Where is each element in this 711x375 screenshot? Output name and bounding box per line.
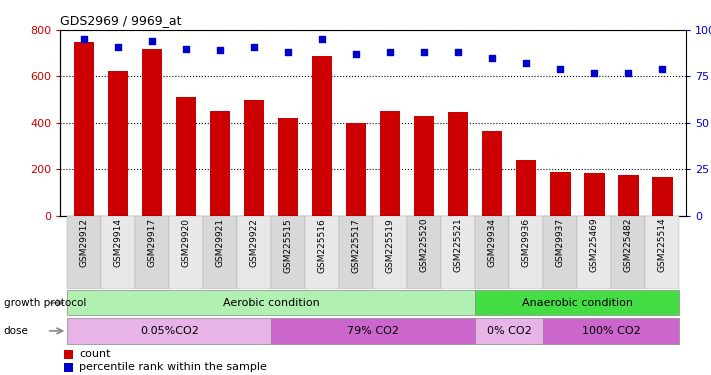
- Bar: [101, 216, 135, 289]
- Point: [215, 47, 226, 53]
- Bar: [63, 350, 73, 358]
- Bar: [584, 173, 604, 216]
- Text: percentile rank within the sample: percentile rank within the sample: [79, 363, 267, 372]
- Bar: [475, 216, 509, 289]
- Point: [453, 49, 464, 55]
- Text: dose: dose: [4, 326, 28, 336]
- Point: [486, 55, 498, 61]
- Bar: [373, 216, 407, 289]
- Bar: [516, 160, 537, 216]
- Bar: [68, 318, 272, 344]
- Bar: [611, 216, 646, 289]
- Bar: [448, 112, 469, 216]
- Bar: [68, 216, 101, 289]
- Bar: [442, 216, 475, 289]
- Bar: [176, 97, 196, 216]
- Bar: [407, 216, 442, 289]
- Point: [316, 36, 328, 42]
- Bar: [244, 100, 264, 216]
- Point: [623, 70, 634, 76]
- Bar: [68, 290, 475, 315]
- Text: GSM29921: GSM29921: [215, 218, 225, 267]
- Bar: [618, 175, 638, 216]
- Bar: [550, 171, 570, 216]
- Text: GSM29937: GSM29937: [556, 218, 565, 267]
- Text: GDS2969 / 9969_at: GDS2969 / 9969_at: [60, 15, 182, 27]
- Bar: [414, 116, 434, 216]
- Bar: [543, 216, 577, 289]
- Text: GSM225516: GSM225516: [318, 218, 327, 273]
- Point: [419, 49, 430, 55]
- Bar: [475, 318, 543, 344]
- Bar: [74, 42, 95, 216]
- Point: [520, 60, 532, 66]
- Bar: [272, 216, 305, 289]
- Point: [657, 66, 668, 72]
- Text: GSM29914: GSM29914: [114, 218, 123, 267]
- Point: [385, 49, 396, 55]
- Bar: [543, 318, 679, 344]
- Bar: [203, 216, 237, 289]
- Bar: [312, 56, 333, 216]
- Text: GSM29917: GSM29917: [148, 218, 156, 267]
- Text: GSM225482: GSM225482: [624, 218, 633, 272]
- Text: GSM225515: GSM225515: [284, 218, 293, 273]
- Bar: [482, 131, 503, 216]
- Point: [351, 51, 362, 57]
- Text: 0% CO2: 0% CO2: [487, 326, 532, 336]
- Text: GSM225514: GSM225514: [658, 218, 667, 273]
- Text: GSM29936: GSM29936: [522, 218, 531, 267]
- Point: [78, 36, 90, 42]
- Bar: [210, 111, 230, 216]
- Text: GSM225521: GSM225521: [454, 218, 463, 273]
- Text: 100% CO2: 100% CO2: [582, 326, 641, 336]
- Text: GSM225519: GSM225519: [386, 218, 395, 273]
- Bar: [652, 177, 673, 216]
- Text: count: count: [79, 349, 111, 359]
- Text: 0.05%CO2: 0.05%CO2: [140, 326, 198, 336]
- Bar: [108, 70, 129, 216]
- Point: [282, 49, 294, 55]
- Bar: [169, 216, 203, 289]
- Point: [249, 44, 260, 50]
- Text: GSM29922: GSM29922: [250, 218, 259, 267]
- Point: [112, 44, 124, 50]
- Text: growth protocol: growth protocol: [4, 298, 86, 308]
- Bar: [646, 216, 679, 289]
- Bar: [509, 216, 543, 289]
- Bar: [577, 216, 611, 289]
- Bar: [339, 216, 373, 289]
- Text: GSM29934: GSM29934: [488, 218, 497, 267]
- Bar: [142, 48, 162, 216]
- Text: GSM225517: GSM225517: [352, 218, 360, 273]
- Point: [555, 66, 566, 72]
- Bar: [346, 123, 366, 216]
- Text: GSM29912: GSM29912: [80, 218, 89, 267]
- Bar: [380, 111, 400, 216]
- Bar: [475, 290, 679, 315]
- Point: [146, 38, 158, 44]
- Text: GSM225520: GSM225520: [419, 218, 429, 273]
- Text: GSM225469: GSM225469: [590, 218, 599, 273]
- Text: GSM29920: GSM29920: [182, 218, 191, 267]
- Point: [181, 45, 192, 51]
- Point: [589, 70, 600, 76]
- Bar: [63, 363, 73, 372]
- Bar: [305, 216, 339, 289]
- Text: Anaerobic condition: Anaerobic condition: [522, 298, 633, 308]
- Text: 79% CO2: 79% CO2: [347, 326, 400, 336]
- Bar: [135, 216, 169, 289]
- Bar: [272, 318, 475, 344]
- Bar: [237, 216, 272, 289]
- Bar: [278, 118, 299, 216]
- Text: Aerobic condition: Aerobic condition: [223, 298, 320, 308]
